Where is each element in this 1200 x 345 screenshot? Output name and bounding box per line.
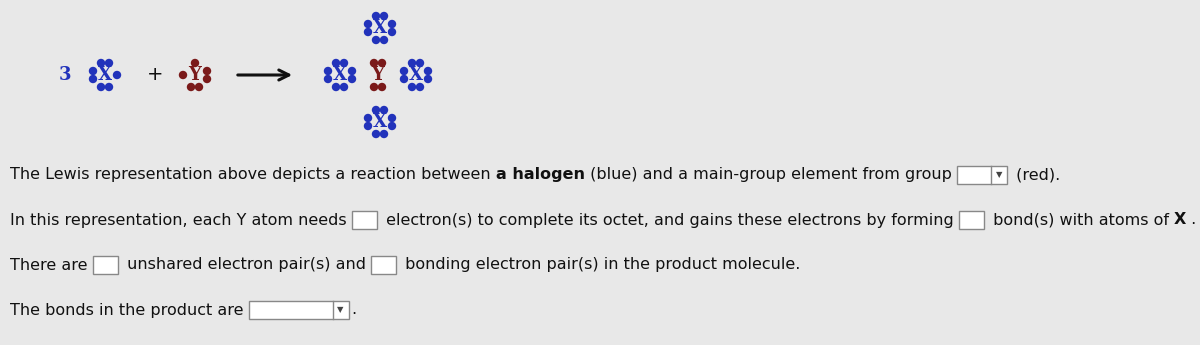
Circle shape [416, 83, 424, 90]
Circle shape [365, 29, 372, 36]
Circle shape [324, 76, 331, 82]
Bar [352, 211, 377, 229]
Bar [371, 256, 396, 274]
Circle shape [425, 68, 432, 75]
Text: In this representation, each Y atom needs: In this representation, each Y atom need… [10, 213, 352, 227]
Circle shape [408, 59, 415, 67]
Circle shape [401, 68, 408, 75]
Text: X: X [332, 66, 347, 84]
Text: X: X [373, 19, 388, 37]
Circle shape [425, 76, 432, 82]
Bar [248, 301, 349, 319]
Circle shape [365, 20, 372, 28]
Text: X: X [98, 66, 112, 84]
Circle shape [389, 122, 396, 129]
Circle shape [372, 12, 379, 20]
Circle shape [332, 59, 340, 67]
Circle shape [380, 107, 388, 114]
Text: +: + [146, 66, 163, 85]
Circle shape [372, 107, 379, 114]
Text: electron(s) to complete its octet, and gains these electrons by forming: electron(s) to complete its octet, and g… [380, 213, 959, 227]
Bar [956, 166, 1007, 184]
Circle shape [187, 83, 194, 90]
Circle shape [90, 76, 96, 82]
Text: (red).: (red). [1010, 168, 1060, 183]
Circle shape [408, 83, 415, 90]
Circle shape [365, 115, 372, 121]
Text: bond(s) with atoms of: bond(s) with atoms of [988, 213, 1174, 227]
Text: The Lewis representation above depicts a reaction between: The Lewis representation above depicts a… [10, 168, 496, 183]
Circle shape [371, 83, 378, 90]
Circle shape [380, 130, 388, 138]
Circle shape [180, 71, 186, 79]
Circle shape [401, 76, 408, 82]
Text: ▼: ▼ [996, 170, 1002, 179]
Circle shape [204, 68, 210, 75]
Circle shape [97, 59, 104, 67]
Circle shape [341, 59, 348, 67]
Bar [959, 211, 984, 229]
Circle shape [348, 68, 355, 75]
Circle shape [372, 130, 379, 138]
Text: ▼: ▼ [337, 306, 344, 315]
Text: unshared electron pair(s) and: unshared electron pair(s) and [121, 257, 371, 273]
Bar [92, 256, 118, 274]
Circle shape [114, 71, 120, 79]
Circle shape [106, 83, 113, 90]
Circle shape [378, 83, 385, 90]
Circle shape [389, 29, 396, 36]
Circle shape [97, 83, 104, 90]
Circle shape [389, 115, 396, 121]
Text: a halogen: a halogen [496, 168, 584, 183]
Circle shape [371, 59, 378, 67]
Text: bonding electron pair(s) in the product molecule.: bonding electron pair(s) in the product … [400, 257, 800, 273]
Circle shape [380, 37, 388, 43]
Circle shape [365, 122, 372, 129]
Circle shape [389, 20, 396, 28]
Circle shape [332, 83, 340, 90]
Circle shape [348, 76, 355, 82]
Text: (blue) and a main-group element from group: (blue) and a main-group element from gro… [584, 168, 956, 183]
Circle shape [341, 83, 348, 90]
Circle shape [416, 59, 424, 67]
Text: Y: Y [372, 66, 384, 84]
Circle shape [378, 59, 385, 67]
Text: .: . [1186, 213, 1196, 227]
Text: X: X [373, 113, 388, 131]
Circle shape [90, 68, 96, 75]
Text: 3: 3 [59, 66, 71, 84]
Text: There are: There are [10, 257, 92, 273]
Circle shape [372, 37, 379, 43]
Circle shape [204, 76, 210, 82]
Circle shape [380, 12, 388, 20]
Text: X: X [1174, 213, 1186, 227]
Circle shape [106, 59, 113, 67]
Circle shape [196, 83, 203, 90]
Text: .: . [352, 303, 356, 317]
Text: The bonds in the product are: The bonds in the product are [10, 303, 248, 317]
Text: Y: Y [188, 66, 202, 84]
Circle shape [192, 59, 198, 67]
Text: X: X [409, 66, 424, 84]
Circle shape [324, 68, 331, 75]
